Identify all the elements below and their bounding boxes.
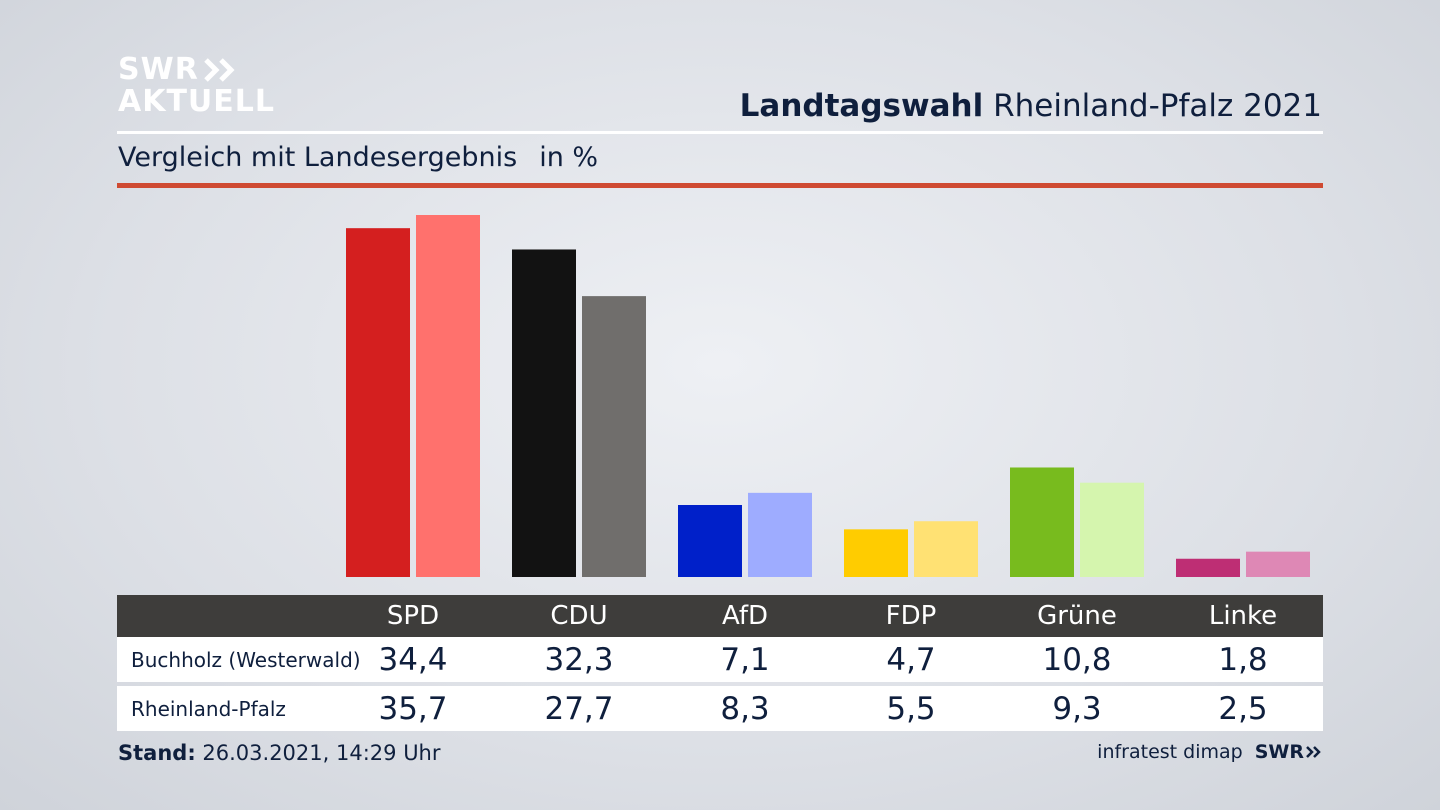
value-afd: 8,3: [720, 690, 770, 727]
logo-line1: SWR: [118, 52, 199, 87]
subtitle-text: Vergleich mit Landesergebnis: [118, 142, 518, 173]
stand-label: Stand:: [118, 741, 196, 765]
bar-linke-local: [1176, 558, 1240, 577]
bar-cdu-local: [512, 249, 576, 577]
table-row-rheinland-pfalz: Rheinland-Pfalz 35,7 27,7 8,3 5,5 9,3 2,5: [117, 686, 1323, 731]
value-linke: 2,5: [1218, 690, 1268, 727]
table-row-buchholz: Buchholz (Westerwald) 34,4 32,3 7,1 4,7 10,8…: [117, 637, 1323, 682]
bar-afd-state: [748, 492, 812, 577]
header-linke: Linke: [1208, 601, 1278, 631]
source-label: infratest dimap: [1097, 741, 1243, 763]
value-gr-ne: 9,3: [1052, 690, 1102, 727]
header-cdu: CDU: [550, 601, 608, 631]
bar-spd-local: [346, 228, 410, 577]
row-label: Buchholz (Westerwald): [131, 647, 361, 672]
double-chevron-icon: [204, 58, 235, 82]
value-spd: 35,7: [378, 690, 448, 727]
row-label: Rheinland-Pfalz: [131, 696, 286, 721]
header-spd: SPD: [386, 601, 440, 631]
bar-gr-ne-state: [1080, 482, 1144, 577]
value-afd: 7,1: [720, 641, 770, 678]
value-fdp: 4,7: [886, 641, 936, 678]
source-credit: infratest dimap SWR: [1097, 741, 1322, 763]
bar-fdp-state: [914, 521, 978, 577]
page-title: Landtagswahl Rheinland-Pfalz 2021: [740, 88, 1322, 124]
bar-linke-state: [1246, 551, 1310, 577]
bar-gr-ne-local: [1010, 467, 1074, 577]
logo-line2: AKTUELL: [118, 84, 276, 119]
swr-aktuell-logo: SWR AKTUELL: [118, 54, 275, 118]
value-fdp: 5,5: [886, 690, 936, 727]
value-cdu: 27,7: [544, 690, 614, 727]
header-gr-ne: Grüne: [1037, 601, 1117, 631]
brand-label: SWR: [1254, 741, 1304, 763]
chart-subtitle: Vergleich mit Landesergebnis in %: [118, 142, 598, 173]
header-afd: AfD: [721, 601, 769, 631]
value-linke: 1,8: [1218, 641, 1268, 678]
title-bold: Landtagswahl: [739, 88, 984, 124]
table-header: SPD CDU AfD FDP Grüne Linke: [117, 595, 1323, 637]
double-chevron-icon: [1306, 746, 1321, 758]
header-fdp: FDP: [885, 601, 937, 631]
value-gr-ne: 10,8: [1042, 641, 1112, 678]
divider-white: [117, 131, 1323, 134]
title-rest: Rheinland-Pfalz 2021: [993, 88, 1322, 124]
results-table: SPD CDU AfD FDP Grüne Linke Buchholz (Westerw…: [117, 595, 1323, 731]
value-cdu: 32,3: [544, 641, 614, 678]
bar-cdu-state: [582, 296, 646, 577]
bar-fdp-local: [844, 529, 908, 577]
stand-value: 26.03.2021, 14:29 Uhr: [202, 741, 441, 765]
unit-label: in %: [539, 142, 599, 173]
timestamp: Stand: 26.03.2021, 14:29 Uhr: [118, 741, 441, 765]
divider-red: [117, 183, 1323, 188]
bar-chart: [346, 215, 1310, 577]
bar-afd-local: [678, 505, 742, 577]
value-spd: 34,4: [378, 641, 448, 678]
bar-spd-state: [416, 215, 480, 577]
